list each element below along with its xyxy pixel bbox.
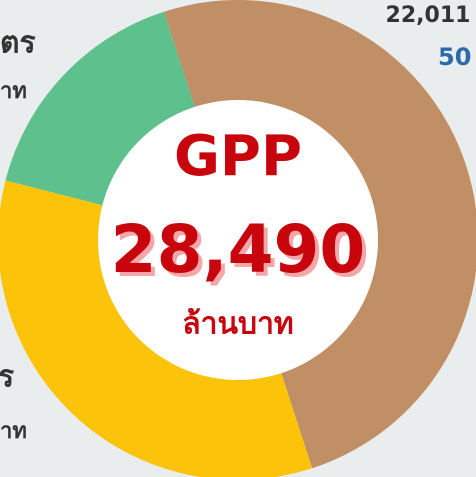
annotation: ตร bbox=[0, 26, 36, 61]
center-value-shadow: 28,490 bbox=[115, 215, 370, 292]
annotation: ร bbox=[0, 360, 14, 395]
center-value: 28,490 bbox=[111, 211, 366, 288]
donut-hole bbox=[98, 100, 378, 380]
annotation: 50 bbox=[438, 43, 471, 71]
annotation: าท bbox=[0, 79, 27, 104]
annotation: าท bbox=[0, 419, 27, 444]
center-title: GPP bbox=[174, 124, 302, 189]
center-unit: ล้านบาท bbox=[182, 307, 293, 342]
annotation: 22,011 bbox=[386, 3, 471, 28]
